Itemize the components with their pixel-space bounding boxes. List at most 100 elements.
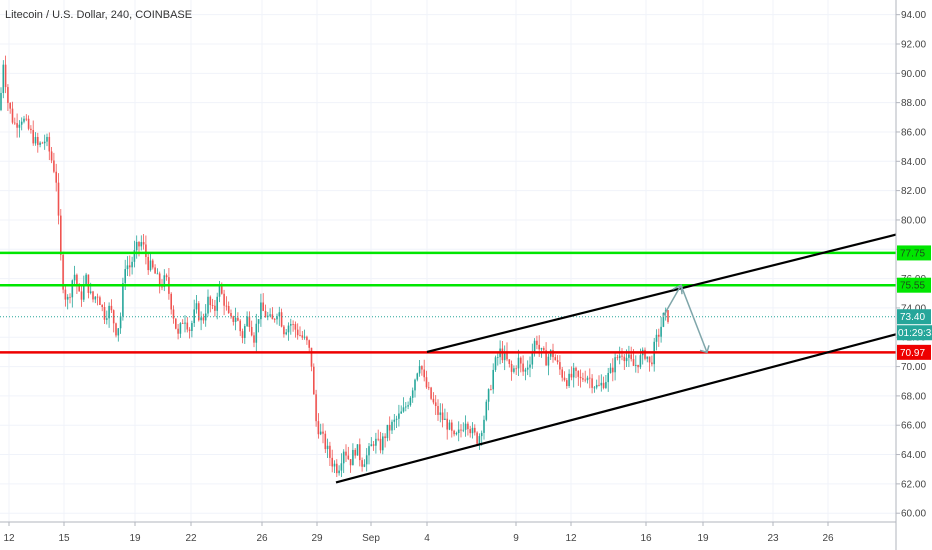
candle-body: [614, 357, 616, 373]
candle-body: [200, 317, 202, 321]
candle-body: [483, 419, 485, 433]
candle-body: [87, 274, 90, 293]
candle-body: [648, 356, 651, 363]
candle-body: [152, 260, 154, 268]
y-tick-label: 80.00: [901, 215, 926, 226]
candle-body: [658, 334, 660, 337]
candle-body: [352, 449, 354, 466]
candle-body: [135, 241, 138, 251]
candle-body: [637, 364, 639, 368]
candle-body: [476, 432, 478, 444]
candle-body: [529, 364, 531, 368]
candle-body: [359, 444, 361, 461]
candle-body: [147, 256, 149, 271]
projection-arrows[interactable]: [662, 284, 710, 354]
projection-down-arrow[interactable]: [680, 284, 708, 353]
candle-body: [50, 151, 53, 161]
candle-body: [204, 313, 207, 321]
candle-body: [372, 444, 375, 446]
candle-body: [315, 394, 317, 422]
horizontal-levels[interactable]: [0, 251, 896, 354]
last-price-label-bg: [897, 309, 931, 325]
candle-body: [30, 128, 32, 131]
candle-body: [278, 312, 281, 317]
candle-body: [568, 373, 570, 387]
candle-body: [329, 445, 331, 458]
chart-title: Litecoin / U.S. Dollar, 240, COINBASE: [5, 9, 192, 21]
candle-body: [368, 446, 370, 456]
time-axis-ticks: 12 15 19 22 26 29 Sep 4 9 12 16 19 23 26: [3, 522, 834, 544]
projection-down-arrowhead: [699, 345, 710, 354]
candle-body: [55, 171, 57, 183]
candle-body: [520, 357, 522, 364]
level-price-label: 75.55: [900, 281, 925, 292]
candle-body: [25, 118, 28, 120]
candle-body: [487, 389, 490, 402]
candle-body: [347, 455, 350, 460]
candle-body: [73, 274, 76, 281]
y-tick-label: 64.00: [901, 450, 926, 461]
candle-body: [589, 377, 591, 379]
candle-body: [85, 274, 87, 285]
candle-body: [497, 357, 499, 358]
candle-body: [172, 309, 175, 319]
candle-body: [467, 423, 469, 430]
candle-body: [273, 319, 276, 321]
candle-body: [416, 373, 419, 380]
candle-body: [34, 136, 37, 144]
candle-body: [582, 378, 584, 380]
candle-body: [184, 322, 186, 324]
candle-body: [290, 324, 292, 326]
candle-body: [71, 280, 74, 298]
candle-body: [117, 328, 120, 336]
candle-body: [179, 323, 182, 334]
candle-body: [501, 348, 504, 361]
candle-body: [393, 419, 396, 422]
candle-body: [625, 357, 628, 362]
candle-body: [16, 123, 18, 128]
candle-body: [195, 303, 198, 310]
candle-body: [158, 273, 161, 287]
candle-body: [331, 457, 333, 467]
x-tick-label: 29: [311, 533, 323, 544]
candle-body: [600, 382, 603, 386]
candle-body: [43, 141, 46, 144]
candle-body: [9, 102, 11, 109]
candle-body: [308, 340, 310, 348]
y-tick-label: 60.00: [901, 509, 926, 520]
channel-lower-line[interactable]: [335, 333, 897, 484]
candle-body: [635, 364, 637, 366]
candle-body: [464, 423, 467, 430]
candle-body: [345, 451, 347, 456]
candle-body: [379, 438, 382, 451]
candle-body: [230, 313, 232, 317]
candle-body: [18, 124, 21, 128]
candle-body: [469, 429, 471, 434]
candle-body: [425, 377, 428, 388]
candle-body: [510, 363, 513, 372]
candle-body: [536, 340, 538, 345]
candle-body: [60, 215, 62, 255]
candle-body: [202, 317, 205, 321]
candle-body: [616, 357, 619, 359]
level-price-label-bg: [897, 245, 931, 261]
candle-body: [434, 402, 437, 407]
candle-body: [62, 254, 64, 290]
channel-upper-line[interactable]: [426, 233, 897, 353]
candle-body: [324, 433, 327, 450]
trend-channel[interactable]: [335, 233, 897, 484]
candle-body: [609, 367, 612, 373]
candle-body: [239, 320, 241, 332]
candle-body: [471, 427, 474, 434]
candle-body: [66, 296, 69, 300]
price-scale-background[interactable]: [896, 0, 932, 550]
projection-up-arrow[interactable]: [662, 284, 682, 318]
candle-body: [572, 367, 575, 378]
candle-body: [292, 324, 294, 325]
candle-body: [361, 460, 363, 467]
candle-body: [149, 260, 152, 271]
candle-body: [540, 348, 543, 350]
candle-body: [48, 136, 51, 152]
candle-body: [632, 359, 635, 366]
